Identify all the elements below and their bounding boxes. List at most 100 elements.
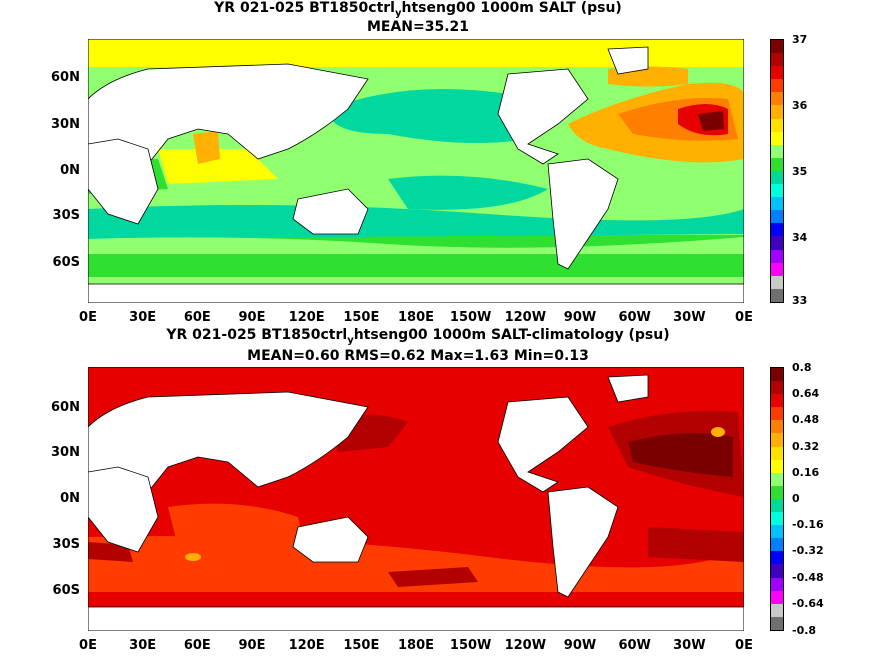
colorbar-swatch [771, 498, 783, 513]
colorbar-swatch [771, 79, 783, 93]
bottom-lon-label: 120E [288, 638, 325, 653]
colorbar-swatch [771, 131, 783, 145]
top-lon-label: 150W [449, 310, 492, 325]
top-lon-label: 0E [735, 310, 753, 325]
top-lon-label: 0E [79, 310, 97, 325]
colorbar-swatch [771, 590, 783, 604]
bottom-cbar-label-1: 0.64 [792, 387, 820, 400]
colorbar-swatch [771, 66, 783, 80]
bottom-lon-label: 150W [449, 638, 492, 653]
top-lat-30n: 30N [51, 117, 80, 132]
top-lon-label: 30W [673, 310, 706, 325]
top-cbar-label-36: 36 [792, 99, 808, 112]
bottom-lon-label: 120W [504, 638, 547, 653]
top-cbar-label-34: 34 [792, 231, 808, 244]
top-lat-60s: 60S [52, 255, 80, 270]
colorbar-swatch [771, 275, 783, 289]
bottom-cbar-label-5: 0 [792, 492, 800, 505]
colorbar-swatch [771, 262, 783, 276]
bottom-lon-label: 150E [343, 638, 380, 653]
bottom-lon-label: 90E [238, 638, 266, 653]
colorbar-swatch [771, 433, 783, 447]
colorbar-swatch [771, 40, 783, 54]
top-lon-label: 60E [183, 310, 211, 325]
bottom-cbar-label-8: -0.48 [792, 571, 824, 584]
colorbar-swatch [771, 170, 783, 185]
top-lon-label: 90E [238, 310, 266, 325]
colorbar-swatch [771, 210, 783, 224]
bottom-anomaly-map [88, 367, 744, 631]
bottom-lon-label: 30W [673, 638, 706, 653]
colorbar-swatch [771, 603, 783, 617]
top-lon-label: 60W [618, 310, 651, 325]
bottom-cbar-label-6: -0.16 [792, 518, 824, 531]
top-cbar-label-33: 33 [792, 294, 808, 307]
top-title: YR 021-025 BT1850ctrlyhtseng00 1000m SAL… [214, 0, 622, 19]
top-stats: MEAN=35.21 [366, 19, 470, 35]
bottom-lon-label: 0E [735, 638, 753, 653]
colorbar-swatch [771, 459, 783, 473]
top-salinity-map [88, 39, 744, 303]
top-lon-label: 120W [504, 310, 547, 325]
bottom-cbar-label-9: -0.64 [792, 597, 824, 610]
top-lon-label: 120E [288, 310, 325, 325]
colorbar-swatch [771, 368, 783, 382]
bottom-lon-label: 30E [129, 638, 157, 653]
bottom-lat-0n: 0N [60, 491, 80, 506]
colorbar-swatch [771, 92, 783, 106]
colorbar-swatch [771, 577, 783, 591]
bottom-lon-label: 180E [397, 638, 435, 653]
bottom-cbar-label-0: 0.8 [792, 361, 812, 374]
colorbar-swatch [771, 223, 783, 237]
top-lon-label: 150E [343, 310, 380, 325]
colorbar-swatch [771, 616, 783, 630]
colorbar-swatch [771, 53, 783, 67]
colorbar-swatch [771, 551, 783, 565]
colorbar-swatch [771, 394, 783, 408]
top-lat-30s: 30S [52, 208, 80, 223]
bottom-cbar-label-10: -0.8 [792, 624, 817, 637]
bottom-lat-60n: 60N [51, 400, 80, 415]
bottom-cbar-label-3: 0.32 [792, 440, 820, 453]
colorbar-swatch [771, 157, 783, 171]
colorbar-swatch [771, 485, 783, 499]
bottom-lon-label: 60E [183, 638, 211, 653]
colorbar-swatch [771, 184, 783, 198]
bottom-title: YR 021-025 BT1850ctrlyhtseng00 1000m SAL… [166, 327, 670, 346]
colorbar-swatch [771, 564, 783, 578]
bottom-lon-label: 0E [79, 638, 97, 653]
colorbar-swatch [771, 381, 783, 395]
colorbar-swatch [771, 538, 783, 552]
top-cbar-label-37: 37 [792, 33, 808, 46]
colorbar-swatch [771, 525, 783, 539]
bottom-lat-60s: 60S [52, 583, 80, 598]
bottom-cbar-label-2: 0.48 [792, 413, 820, 426]
bottom-lat-30n: 30N [51, 445, 80, 460]
colorbar-swatch [771, 446, 783, 460]
colorbar-swatch [771, 420, 783, 434]
colorbar-swatch [771, 249, 783, 263]
top-lon-label: 90W [563, 310, 597, 325]
top-cbar-label-35: 35 [792, 165, 808, 178]
bottom-cbar-label-4: 0.16 [792, 466, 820, 479]
colorbar-swatch [771, 472, 783, 486]
bottom-stats: MEAN=0.60 RMS=0.62 Max=1.63 Min=0.13 [247, 348, 589, 364]
top-lat-0n: 0N [60, 163, 80, 178]
colorbar-swatch [771, 288, 783, 302]
colorbar-swatch [771, 407, 783, 421]
top-lon-label: 30E [129, 310, 157, 325]
bottom-lon-label: 60W [618, 638, 651, 653]
colorbar-swatch [771, 236, 783, 250]
bottom-lon-label: 90W [563, 638, 597, 653]
bottom-colorbar [770, 367, 784, 631]
top-lon-label: 180E [397, 310, 435, 325]
colorbar-swatch [771, 144, 783, 158]
colorbar-swatch [771, 512, 783, 526]
colorbar-swatch [771, 118, 783, 132]
bottom-lat-30s: 30S [52, 537, 80, 552]
top-lat-60n: 60N [51, 70, 80, 85]
top-colorbar [770, 39, 784, 303]
bottom-cbar-label-7: -0.32 [792, 544, 824, 557]
colorbar-swatch [771, 197, 783, 211]
colorbar-swatch [771, 105, 783, 119]
